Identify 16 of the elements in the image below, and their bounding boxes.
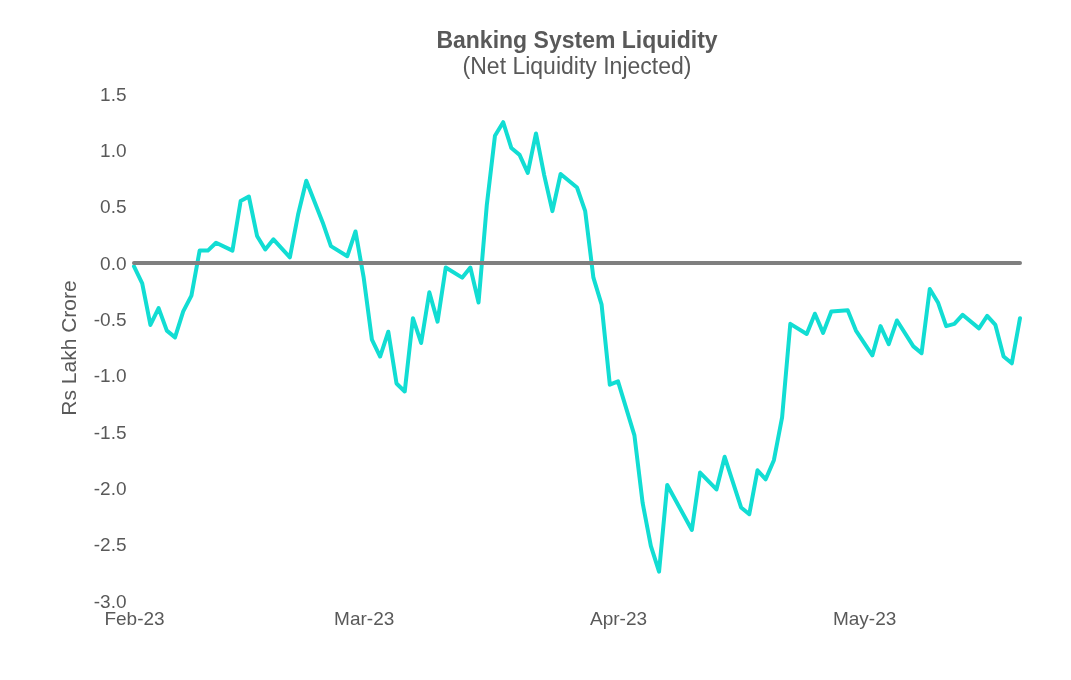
y-tick-label: -1.0	[93, 365, 127, 387]
y-tick-label: 0.0	[100, 252, 127, 274]
x-tick-label: Mar-23	[334, 607, 395, 629]
y-tick-label: -2.0	[93, 477, 127, 499]
y-tick-label: 0.5	[100, 196, 127, 218]
y-tick-label: -2.5	[93, 534, 127, 556]
y-axis-title: Rs Lakh Crore	[56, 280, 80, 416]
chart-subtitle: (Net Liquidity Injected)	[462, 53, 692, 79]
y-tick-label: 1.0	[100, 139, 127, 161]
y-tick-label: -1.5	[93, 421, 127, 443]
chart-title: Banking System Liquidity	[436, 27, 718, 53]
x-tick-label: May-23	[832, 607, 897, 629]
line-series	[132, 120, 1022, 574]
y-tick-label: 1.5	[100, 83, 127, 105]
x-tick-label: Apr-23	[590, 607, 648, 629]
y-tick-label: -0.5	[93, 308, 127, 330]
